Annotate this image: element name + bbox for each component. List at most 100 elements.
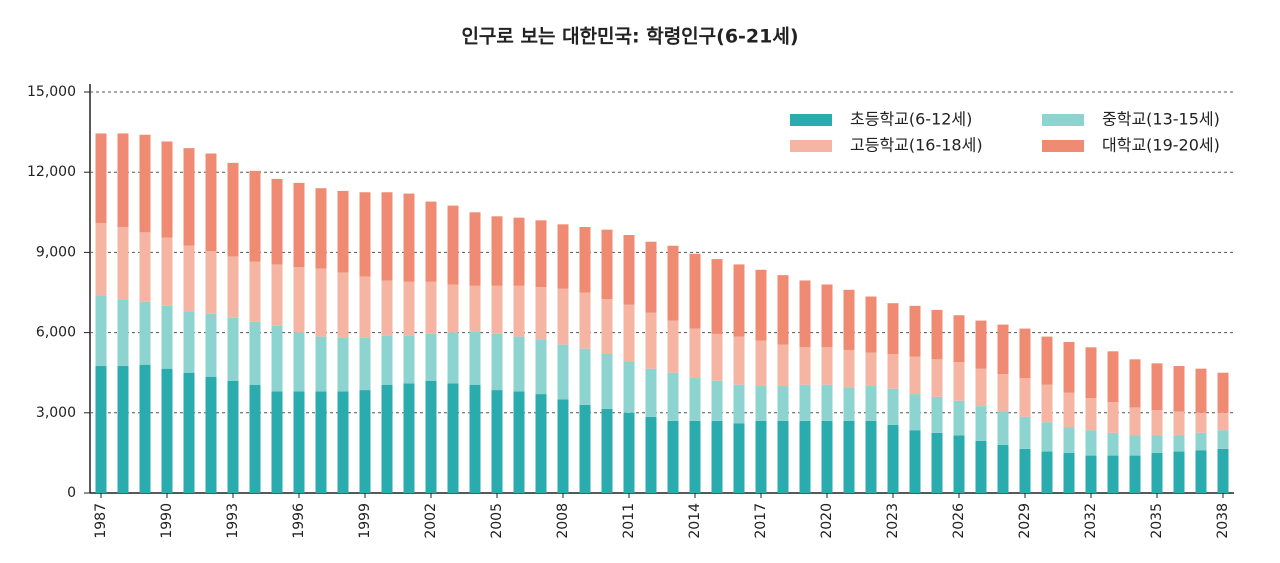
bar-segment [95, 222, 107, 296]
bar-segment [931, 359, 943, 397]
bar-segment [755, 386, 767, 421]
bar-segment [645, 312, 657, 369]
bar-segment [1041, 422, 1053, 452]
bar-segment [1129, 359, 1141, 408]
legend-label: 고등학교(16-18세) [850, 136, 983, 155]
bar-segment [821, 284, 833, 348]
y-tick-label: 9,000 [36, 244, 76, 260]
bar-segment [1085, 455, 1097, 493]
bar-segment [1019, 448, 1031, 493]
bar-segment [293, 182, 305, 268]
bar-segment [843, 289, 855, 350]
bar-segment [931, 432, 943, 493]
bar-segment [733, 423, 745, 493]
bar-segment [513, 391, 525, 493]
legend-label: 중학교(13-15세) [1102, 110, 1220, 129]
bar-segment [997, 324, 1009, 375]
bar-segment [931, 396, 943, 433]
bar-segment [1173, 451, 1185, 493]
x-tick-label: 2038 [1215, 503, 1231, 539]
x-tick-label: 2023 [885, 503, 901, 539]
bar-segment [733, 384, 745, 424]
bar-segment [447, 383, 459, 493]
bar-segment [755, 269, 767, 341]
bar-segment [909, 305, 921, 357]
bar-segment [557, 399, 569, 493]
bar-segment [887, 303, 899, 354]
bar-segment [1107, 351, 1119, 403]
bar-segment [447, 205, 459, 285]
x-tick-label: 2017 [753, 503, 769, 539]
bar-segment [205, 153, 217, 252]
bar-segment [403, 281, 415, 336]
bar-segment [953, 435, 965, 493]
bar-segment [843, 387, 855, 421]
bar-segment [1129, 435, 1141, 456]
bar-segment [139, 301, 151, 365]
bar-segment [909, 430, 921, 493]
bar-segment [1195, 412, 1207, 433]
bar-segment [469, 285, 481, 332]
bar-segment [513, 217, 525, 286]
bar-segment [403, 335, 415, 384]
x-tick-label: 2026 [951, 503, 967, 539]
bar-segment [117, 366, 129, 493]
bar-segment [579, 404, 591, 493]
bar-segment [1107, 402, 1119, 433]
bar-segment [403, 383, 415, 493]
bar-segment [865, 386, 877, 421]
x-tick-label: 2035 [1149, 503, 1165, 539]
bar-segment [799, 384, 811, 421]
bar-segment [491, 285, 503, 334]
bar-segment [953, 315, 965, 363]
bar-segment [557, 288, 569, 345]
bar-segment [601, 353, 613, 409]
bar-segment [161, 237, 173, 306]
legend-label: 초등학교(6-12세) [850, 110, 972, 129]
chart-title: 인구로 보는 대한민국: 학령인구(6-21세) [461, 26, 798, 48]
bar-segment [1041, 336, 1053, 385]
bar-segment [1107, 455, 1119, 493]
bar-segment [689, 253, 701, 329]
bar-segment [689, 378, 701, 421]
bar-segment [249, 384, 261, 493]
bar-segment [293, 267, 305, 333]
bar-segment [359, 192, 371, 277]
bar-segment [1063, 341, 1075, 393]
x-tick-label: 1990 [159, 503, 175, 539]
bar-segment [95, 133, 107, 223]
bar-segment [315, 391, 327, 493]
bar-segment [337, 272, 349, 338]
bar-segment [139, 364, 151, 493]
bar-segment [601, 408, 613, 493]
x-tick-label: 2002 [423, 503, 439, 539]
bar-segment [557, 224, 569, 289]
bar-segment [205, 313, 217, 377]
bar-segment [535, 339, 547, 395]
bar-segment [557, 344, 569, 400]
bar-segment [1019, 416, 1031, 449]
bar-segment [887, 353, 899, 389]
bar-segment [799, 280, 811, 348]
bar-segment [249, 261, 261, 322]
bar-segment [271, 178, 283, 265]
bar-segment [491, 216, 503, 286]
bar-segment [227, 380, 239, 493]
bar-segment [1151, 363, 1163, 411]
bar-segment [975, 368, 987, 407]
bar-segment [821, 384, 833, 421]
bar-segment [271, 325, 283, 392]
bar-segment [315, 268, 327, 337]
bar-segment [315, 336, 327, 392]
bar-segment [95, 295, 107, 367]
bar-segment [975, 440, 987, 493]
bar-segment [645, 368, 657, 417]
bar-segment [249, 170, 261, 262]
legend-swatch [1042, 140, 1084, 152]
bar-segment [447, 332, 459, 384]
bar-segment [1085, 398, 1097, 431]
bar-segment [887, 424, 899, 493]
bar-segment [1085, 347, 1097, 399]
bar-segment [161, 368, 173, 493]
bar-segment [953, 362, 965, 401]
